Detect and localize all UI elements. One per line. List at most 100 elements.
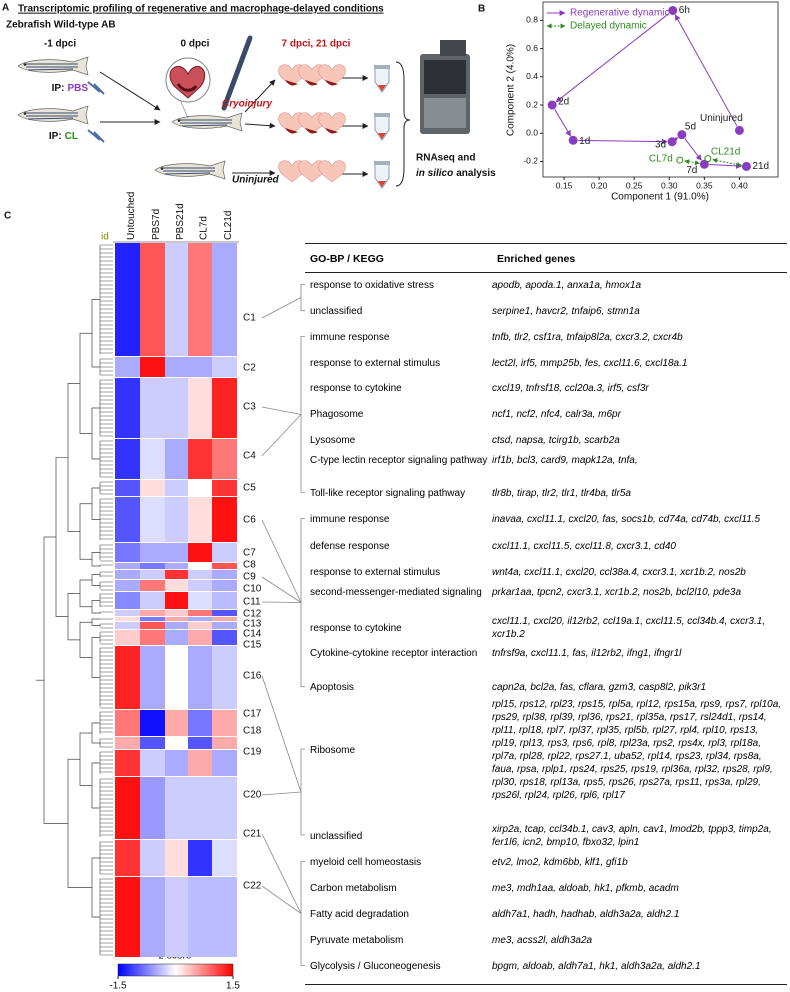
genes-cell: prkar1aa, tpcn2, cxcr3.1, xcr1b.2, nos2b… — [492, 587, 742, 598]
heatmap-cell — [165, 497, 188, 542]
genes-cell: wnt4a, cxcl11.1, cxcl20, ccl38a.4, cxcr3… — [492, 567, 746, 578]
cluster-connector — [261, 791, 302, 796]
dendrogram-branch — [91, 487, 100, 520]
timepoint: -1 dpci — [44, 39, 76, 50]
heatmap-cell — [212, 243, 237, 356]
heatmap-cell — [140, 877, 165, 957]
term-cell: response to oxidative stress — [310, 280, 434, 291]
heatmap-cell — [165, 622, 188, 629]
dendrogram-branch — [79, 503, 92, 560]
heatmap-cell — [165, 877, 188, 957]
heatmap-cell — [115, 610, 140, 616]
treatment: IP: PBS — [52, 83, 89, 94]
genes-cell: ctsd, napsa, tcirg1b, scarb2a — [492, 435, 620, 446]
cluster-label: C9 — [243, 572, 256, 583]
heatmap-cell — [212, 497, 237, 542]
table-row: response to external stimulus lect2l, irf… — [305, 357, 787, 370]
heatmap-cell — [188, 580, 212, 591]
y-tick-label: 0.0 — [526, 128, 538, 138]
term-cell: Toll-like receptor signaling pathway — [310, 488, 466, 499]
dendrogram-branch — [91, 574, 100, 586]
panel-a-title: Transcriptomic profiling of regenerative… — [18, 4, 384, 15]
treatment-agent: CL — [65, 131, 78, 142]
heatmap-cell — [115, 840, 140, 876]
data-point — [568, 135, 578, 145]
heatmap-cell — [212, 622, 237, 629]
genes-cell: xirp2a, tcap, ccl34b.1, cav3, apln, cav1… — [492, 824, 772, 848]
heatmap-cell — [188, 777, 212, 839]
heatmap-cell — [140, 710, 165, 736]
column-label: PBS21d — [175, 203, 186, 240]
table-row: Glycolysis / Gluconeogenesis bpgm, aldoab… — [305, 960, 787, 973]
y-tick-label: 0.2 — [526, 99, 538, 109]
genes-cell: bpgm, aldoab, aldh7a1, hk1, aldh3a2a, al… — [492, 961, 701, 972]
dendrogram-branch — [79, 621, 92, 658]
heatmap-cell — [165, 480, 188, 496]
term-cell: response to cytokine — [310, 383, 402, 394]
heatmap-cell — [212, 563, 237, 569]
term-cell: response to external stimulus — [310, 358, 441, 369]
heatmap-cell — [140, 617, 165, 621]
trajectory-arrow — [578, 138, 668, 145]
heatmap-cell — [188, 646, 212, 709]
heatmap-cell — [188, 563, 212, 569]
heatmap-cell — [188, 737, 212, 749]
point-label: Uninjured — [700, 113, 743, 124]
heatmap-cell — [115, 877, 140, 957]
legend-label: Delayed dynamic — [570, 21, 647, 32]
term-cell: response to cytokine — [310, 622, 402, 634]
dendrogram-branch — [91, 637, 100, 678]
panel-label: A — [2, 3, 9, 14]
heatmap-cell — [140, 439, 165, 479]
heatmap-cell — [188, 357, 212, 377]
heatmap-cell — [165, 580, 188, 591]
cluster-label: C12 — [243, 609, 262, 620]
dendrogram-branch — [91, 722, 100, 744]
fish-illustrations — [17, 35, 253, 180]
cluster-label: C22 — [243, 881, 262, 892]
heatmap-cell — [165, 777, 188, 839]
heatmap-cell — [115, 617, 140, 621]
dendrogram-branch — [79, 579, 92, 608]
heatmap-cell — [115, 580, 140, 591]
heatmap-cell — [115, 480, 140, 496]
heatmap-cell — [165, 570, 188, 579]
table-row: immune response tnfb, tlr2, csf1ra, tnfai… — [305, 331, 787, 344]
term-cell: myeloid cell homeostasis — [310, 857, 422, 868]
data-point — [741, 161, 751, 171]
heatmap-cell — [188, 570, 212, 579]
heatmap-cell — [188, 750, 212, 776]
data-point — [676, 156, 684, 164]
heatmap-cell — [165, 378, 188, 438]
leaf-label: id — [101, 232, 109, 243]
colorbar-tick-label: -1.5 — [109, 981, 127, 992]
term-cell: Phagosome — [310, 409, 364, 420]
header-cell: Enriched genes — [497, 253, 576, 265]
genes-cell: irf1b, bcl3, card9, mapk12a, tnfa, — [492, 455, 638, 466]
table-row: Apoptosis capn2a, bcl2a, fas, cflara, gzm… — [305, 681, 787, 694]
heatmap-cell — [165, 243, 188, 356]
table-header: GO-BP / KEGG Enriched genes — [305, 244, 787, 273]
trajectory-arrow — [555, 13, 670, 103]
genes-cell: lect2l, irf5, mmp25b, fes, cxcl11.6, cxc… — [492, 358, 688, 369]
genes-cell: apodb, apoda.1, anxa1a, hmox1a — [492, 280, 642, 291]
control-label: Uninjured — [232, 175, 280, 186]
term-cell: Carbon metabolism — [310, 883, 397, 894]
y-tick-label: 0.8 — [526, 15, 538, 25]
treatment-prefix: IP: — [49, 131, 62, 142]
heatmap-cell — [140, 777, 165, 839]
x-tick-label: 0.30 — [661, 180, 678, 190]
heatmap-cell — [165, 563, 188, 569]
point-label: 7d — [686, 165, 697, 176]
timepoint: 7 dpci, 21 dpci — [282, 39, 351, 50]
point-label: 5d — [685, 121, 696, 132]
heatmap-cell — [115, 570, 140, 579]
y-tick-label: 0.4 — [526, 71, 538, 81]
x-tick-label: 0.25 — [626, 180, 643, 190]
data-point — [677, 130, 687, 140]
genes-cell: inavaa, cxcl11.1, cxcl20, fas, socs1b, c… — [492, 514, 761, 525]
analysis-label: in silico analysis — [416, 168, 496, 179]
heatmap-cell — [165, 439, 188, 479]
genes-cell: tnfb, tlr2, csf1ra, tnfaip8l2a, cxcr3.2,… — [492, 332, 683, 343]
table-row: defense response cxcl11.1, cxcl11.5, cxcl… — [305, 540, 787, 553]
